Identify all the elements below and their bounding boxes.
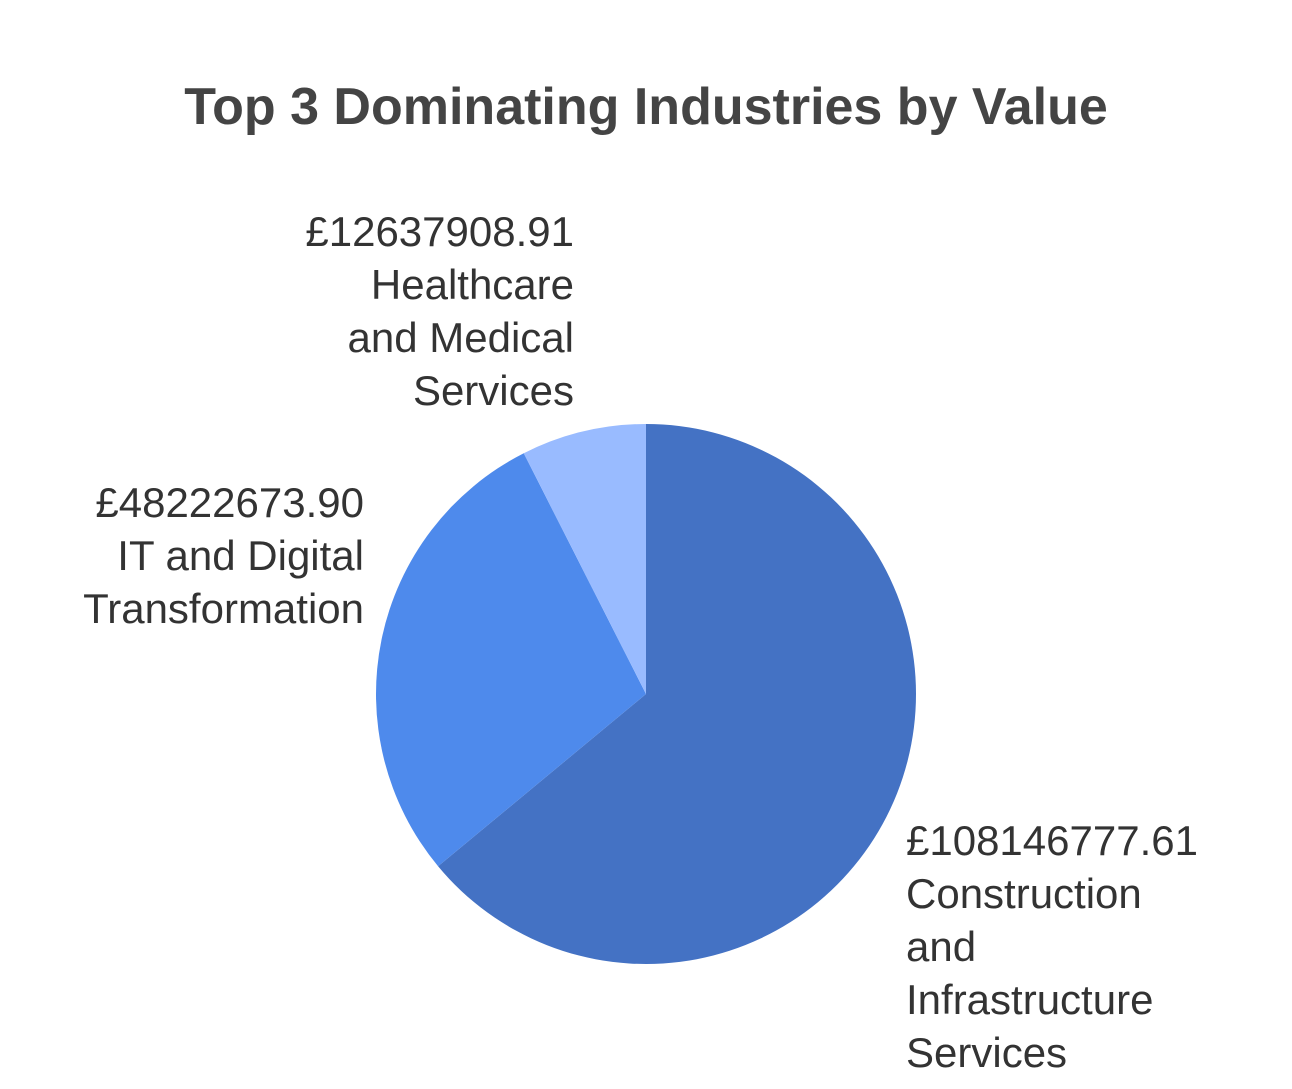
- slice-name-line: Infrastructure: [906, 976, 1154, 1023]
- slice-label-construction: £108146777.61 Construction and Infrastru…: [906, 814, 1198, 1079]
- slice-name-line: Services: [412, 367, 574, 414]
- slice-value-label: £108146777.61: [906, 817, 1198, 864]
- slice-name-line: Construction: [906, 870, 1142, 917]
- slice-name-line: IT and Digital: [117, 532, 364, 579]
- slice-name-line: and Medical: [347, 314, 574, 361]
- slice-name-line: Healthcare: [370, 261, 574, 308]
- chart-title: Top 3 Dominating Industries by Value: [184, 78, 1108, 136]
- pie-slice-healthcare: [523, 424, 646, 694]
- pie-slice-it: [375, 453, 646, 867]
- slice-value-label: £48222673.90: [95, 479, 364, 526]
- slice-name-line: Transformation: [83, 585, 364, 632]
- slice-label-it: £48222673.90 IT and Digital Transformati…: [83, 476, 364, 635]
- slice-value-label: £12637908.91: [305, 208, 574, 255]
- slice-name-line: Services: [906, 1029, 1068, 1076]
- pie-slice-construction: [438, 424, 916, 964]
- slice-name-line: and: [906, 923, 977, 970]
- slice-label-healthcare: £12637908.91 Healthcare and Medical Serv…: [305, 205, 574, 417]
